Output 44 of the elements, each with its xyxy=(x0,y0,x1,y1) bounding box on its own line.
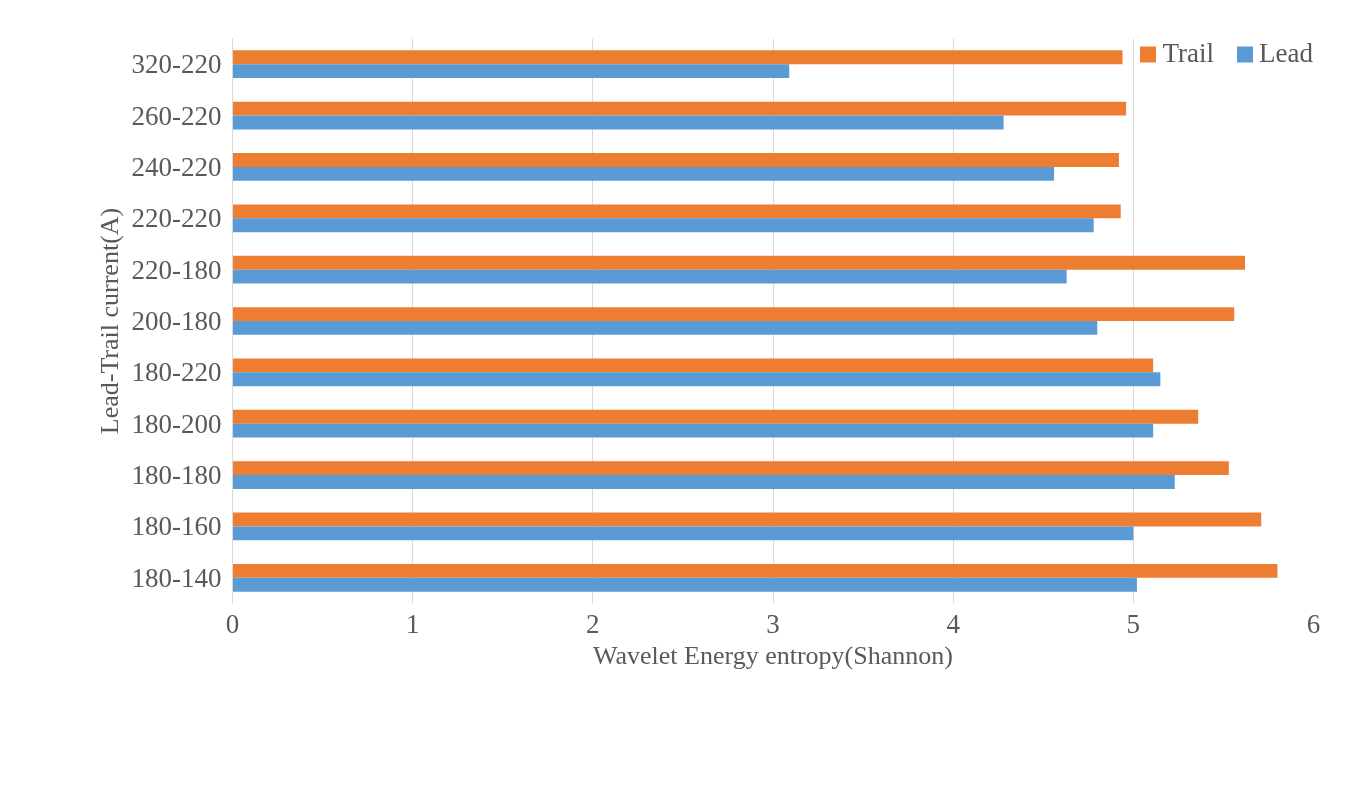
bar xyxy=(232,409,1199,424)
bar xyxy=(232,307,1235,321)
y-tick-label: 240-220 xyxy=(131,151,222,182)
bar xyxy=(232,512,1262,527)
bar xyxy=(232,461,1229,476)
bar xyxy=(232,218,1094,233)
x-tick-label: 2 xyxy=(586,608,600,639)
y-axis-title: Lead-Trail current(A) xyxy=(94,207,124,435)
bar xyxy=(232,153,1119,167)
y-tick-label: 180-140 xyxy=(131,562,222,593)
y-tick-label: 260-220 xyxy=(131,100,222,131)
y-tick-label: 180-160 xyxy=(131,511,222,542)
y-tick-label: 320-220 xyxy=(131,49,222,80)
bar xyxy=(232,101,1127,116)
bar xyxy=(232,358,1154,373)
bar xyxy=(232,563,1278,578)
y-tick-label: 200-180 xyxy=(131,306,222,336)
bar xyxy=(232,64,790,79)
bar xyxy=(232,204,1121,219)
bar xyxy=(232,321,1098,335)
bar xyxy=(232,577,1137,592)
y-tick-label: 180-200 xyxy=(131,408,222,439)
bar xyxy=(232,526,1134,541)
x-axis-title: Wavelet Energy entropy(Shannon) xyxy=(593,640,953,670)
y-tick-label: 180-220 xyxy=(131,357,222,388)
bar xyxy=(232,255,1246,270)
x-tick-label: 6 xyxy=(1306,608,1321,639)
y-tick-label: 220-220 xyxy=(131,203,222,234)
bar xyxy=(232,423,1154,438)
bar xyxy=(232,372,1161,387)
legend-label: Trail xyxy=(1162,38,1215,69)
y-tick-label: 220-180 xyxy=(131,254,222,285)
bar xyxy=(232,166,1055,181)
bar xyxy=(232,50,1123,65)
bar xyxy=(232,475,1175,489)
x-tick-label: 4 xyxy=(946,608,961,639)
legend-label: Lead xyxy=(1259,38,1313,69)
x-tick-label: 5 xyxy=(1126,608,1141,639)
x-tick-label: 0 xyxy=(225,608,240,639)
x-tick-label: 3 xyxy=(766,608,780,639)
y-tick-label: 180-180 xyxy=(131,460,222,491)
bar xyxy=(232,115,1004,130)
x-tick-label: 1 xyxy=(405,608,420,639)
bar xyxy=(232,269,1067,284)
